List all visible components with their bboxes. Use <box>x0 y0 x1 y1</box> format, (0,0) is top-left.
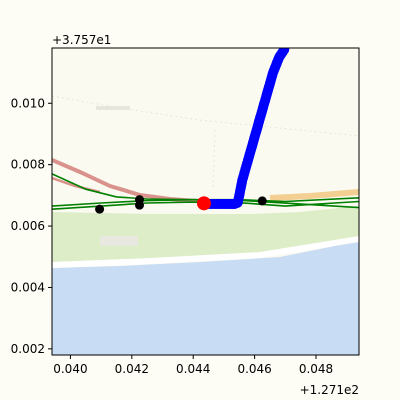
map-shore-strip <box>52 236 359 268</box>
map-water <box>52 240 359 355</box>
map-park-building <box>100 236 138 246</box>
stop-point <box>134 195 144 205</box>
current-position-point <box>196 196 211 211</box>
x-offset-label: +1.271e2 <box>300 383 359 397</box>
track-point <box>279 48 290 55</box>
data-layer <box>52 48 359 214</box>
y-tick-label: 0.002 <box>11 342 45 356</box>
y-tick-label: 0.010 <box>11 96 45 110</box>
stop-point <box>257 196 267 206</box>
x-tick-label: 0.042 <box>115 362 149 376</box>
y-tick-label: 0.008 <box>11 158 45 172</box>
axes-frame <box>51 47 360 356</box>
y-tick-label: 0.006 <box>11 219 45 233</box>
map-park <box>52 206 359 262</box>
x-tick-label: 0.044 <box>176 362 210 376</box>
x-tick-label: 0.048 <box>299 362 333 376</box>
x-tick-label: 0.046 <box>237 362 271 376</box>
x-axis: 0.040 0.042 0.044 0.046 0.048 <box>53 355 333 376</box>
stop-point <box>95 204 105 214</box>
x-tick-label: 0.040 <box>53 362 87 376</box>
y-offset-label: +3.757e1 <box>52 33 111 47</box>
map-major-road <box>269 189 359 201</box>
map-background <box>52 48 359 355</box>
map-minor-path-2 <box>212 129 216 191</box>
map-building <box>96 106 130 110</box>
y-tick-label: 0.004 <box>11 280 45 294</box>
y-axis: 0.002 0.004 0.006 0.008 0.010 <box>11 96 52 356</box>
map-minor-path <box>52 95 359 137</box>
